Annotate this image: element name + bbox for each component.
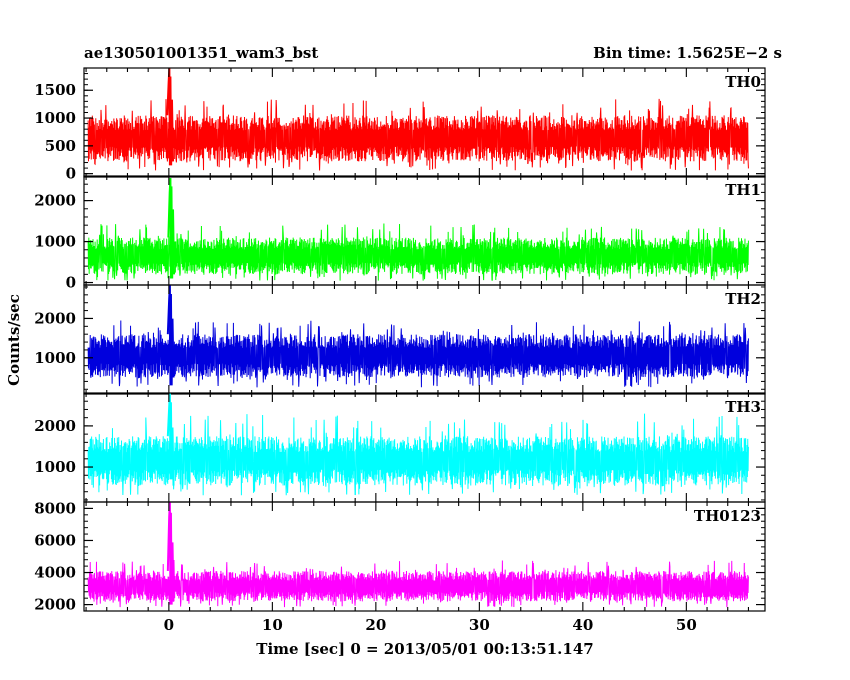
series-th3 [87,393,749,496]
y-tick-label: 1000 [34,233,76,251]
bin-time-label: Bin time: 1.5625E−2 s [593,44,782,62]
x-axis-label: Time [sec] 0 = 2013/05/01 00:13:51.147 [256,640,594,658]
y-tick-label: 1500 [34,81,76,99]
series-th2 [87,285,749,388]
panel-label: TH2 [725,290,761,308]
series-line-th0123 [87,559,749,608]
y-tick-label: 8000 [34,499,76,517]
series-line-th1 [87,223,749,281]
chart-title: ae130501001351_wam3_bst [84,44,319,62]
x-tick-label: 50 [676,616,697,634]
x-tick-label: 20 [365,616,386,634]
panel-frame [83,284,766,395]
x-tick-label: 0 [164,616,174,634]
y-tick-label: 1000 [34,349,76,367]
x-tick-label: 40 [572,616,593,634]
panel-label: TH3 [725,398,761,416]
x-tick-label: 30 [469,616,490,634]
panel-label: TH0123 [694,507,761,525]
y-tick-label: 2000 [34,192,76,210]
y-tick-label: 0 [66,274,76,292]
panel-frame [83,501,766,612]
burst-spike-th2 [166,285,175,386]
series-line-th2 [87,320,749,388]
y-tick-label: 2000 [34,596,76,614]
y-tick-label: 6000 [34,531,76,549]
y-tick-label: 2000 [34,417,76,435]
y-tick-label: 0 [66,165,76,183]
y-tick-label: 4000 [34,564,76,582]
burst-spike-th1 [167,177,176,279]
y-tick-label: 2000 [34,309,76,327]
y-tick-label: 1000 [34,109,76,127]
y-axis-label: Counts/sec [5,294,23,386]
x-tick-label: 10 [262,616,283,634]
series-line-th3 [87,413,749,496]
series-th1 [87,177,749,281]
y-tick-label: 1000 [34,458,76,476]
series-th0123 [87,502,749,608]
series-line-th0 [87,98,749,171]
series-th0 [87,68,749,171]
burst-spike-th0123 [166,502,175,605]
burst-spike-th3 [166,393,175,486]
burst-spike-th0 [166,68,175,166]
panel-label: TH1 [725,181,761,199]
y-tick-label: 500 [45,137,76,155]
panel-frame [83,67,766,178]
panel-label: TH0 [725,73,761,91]
